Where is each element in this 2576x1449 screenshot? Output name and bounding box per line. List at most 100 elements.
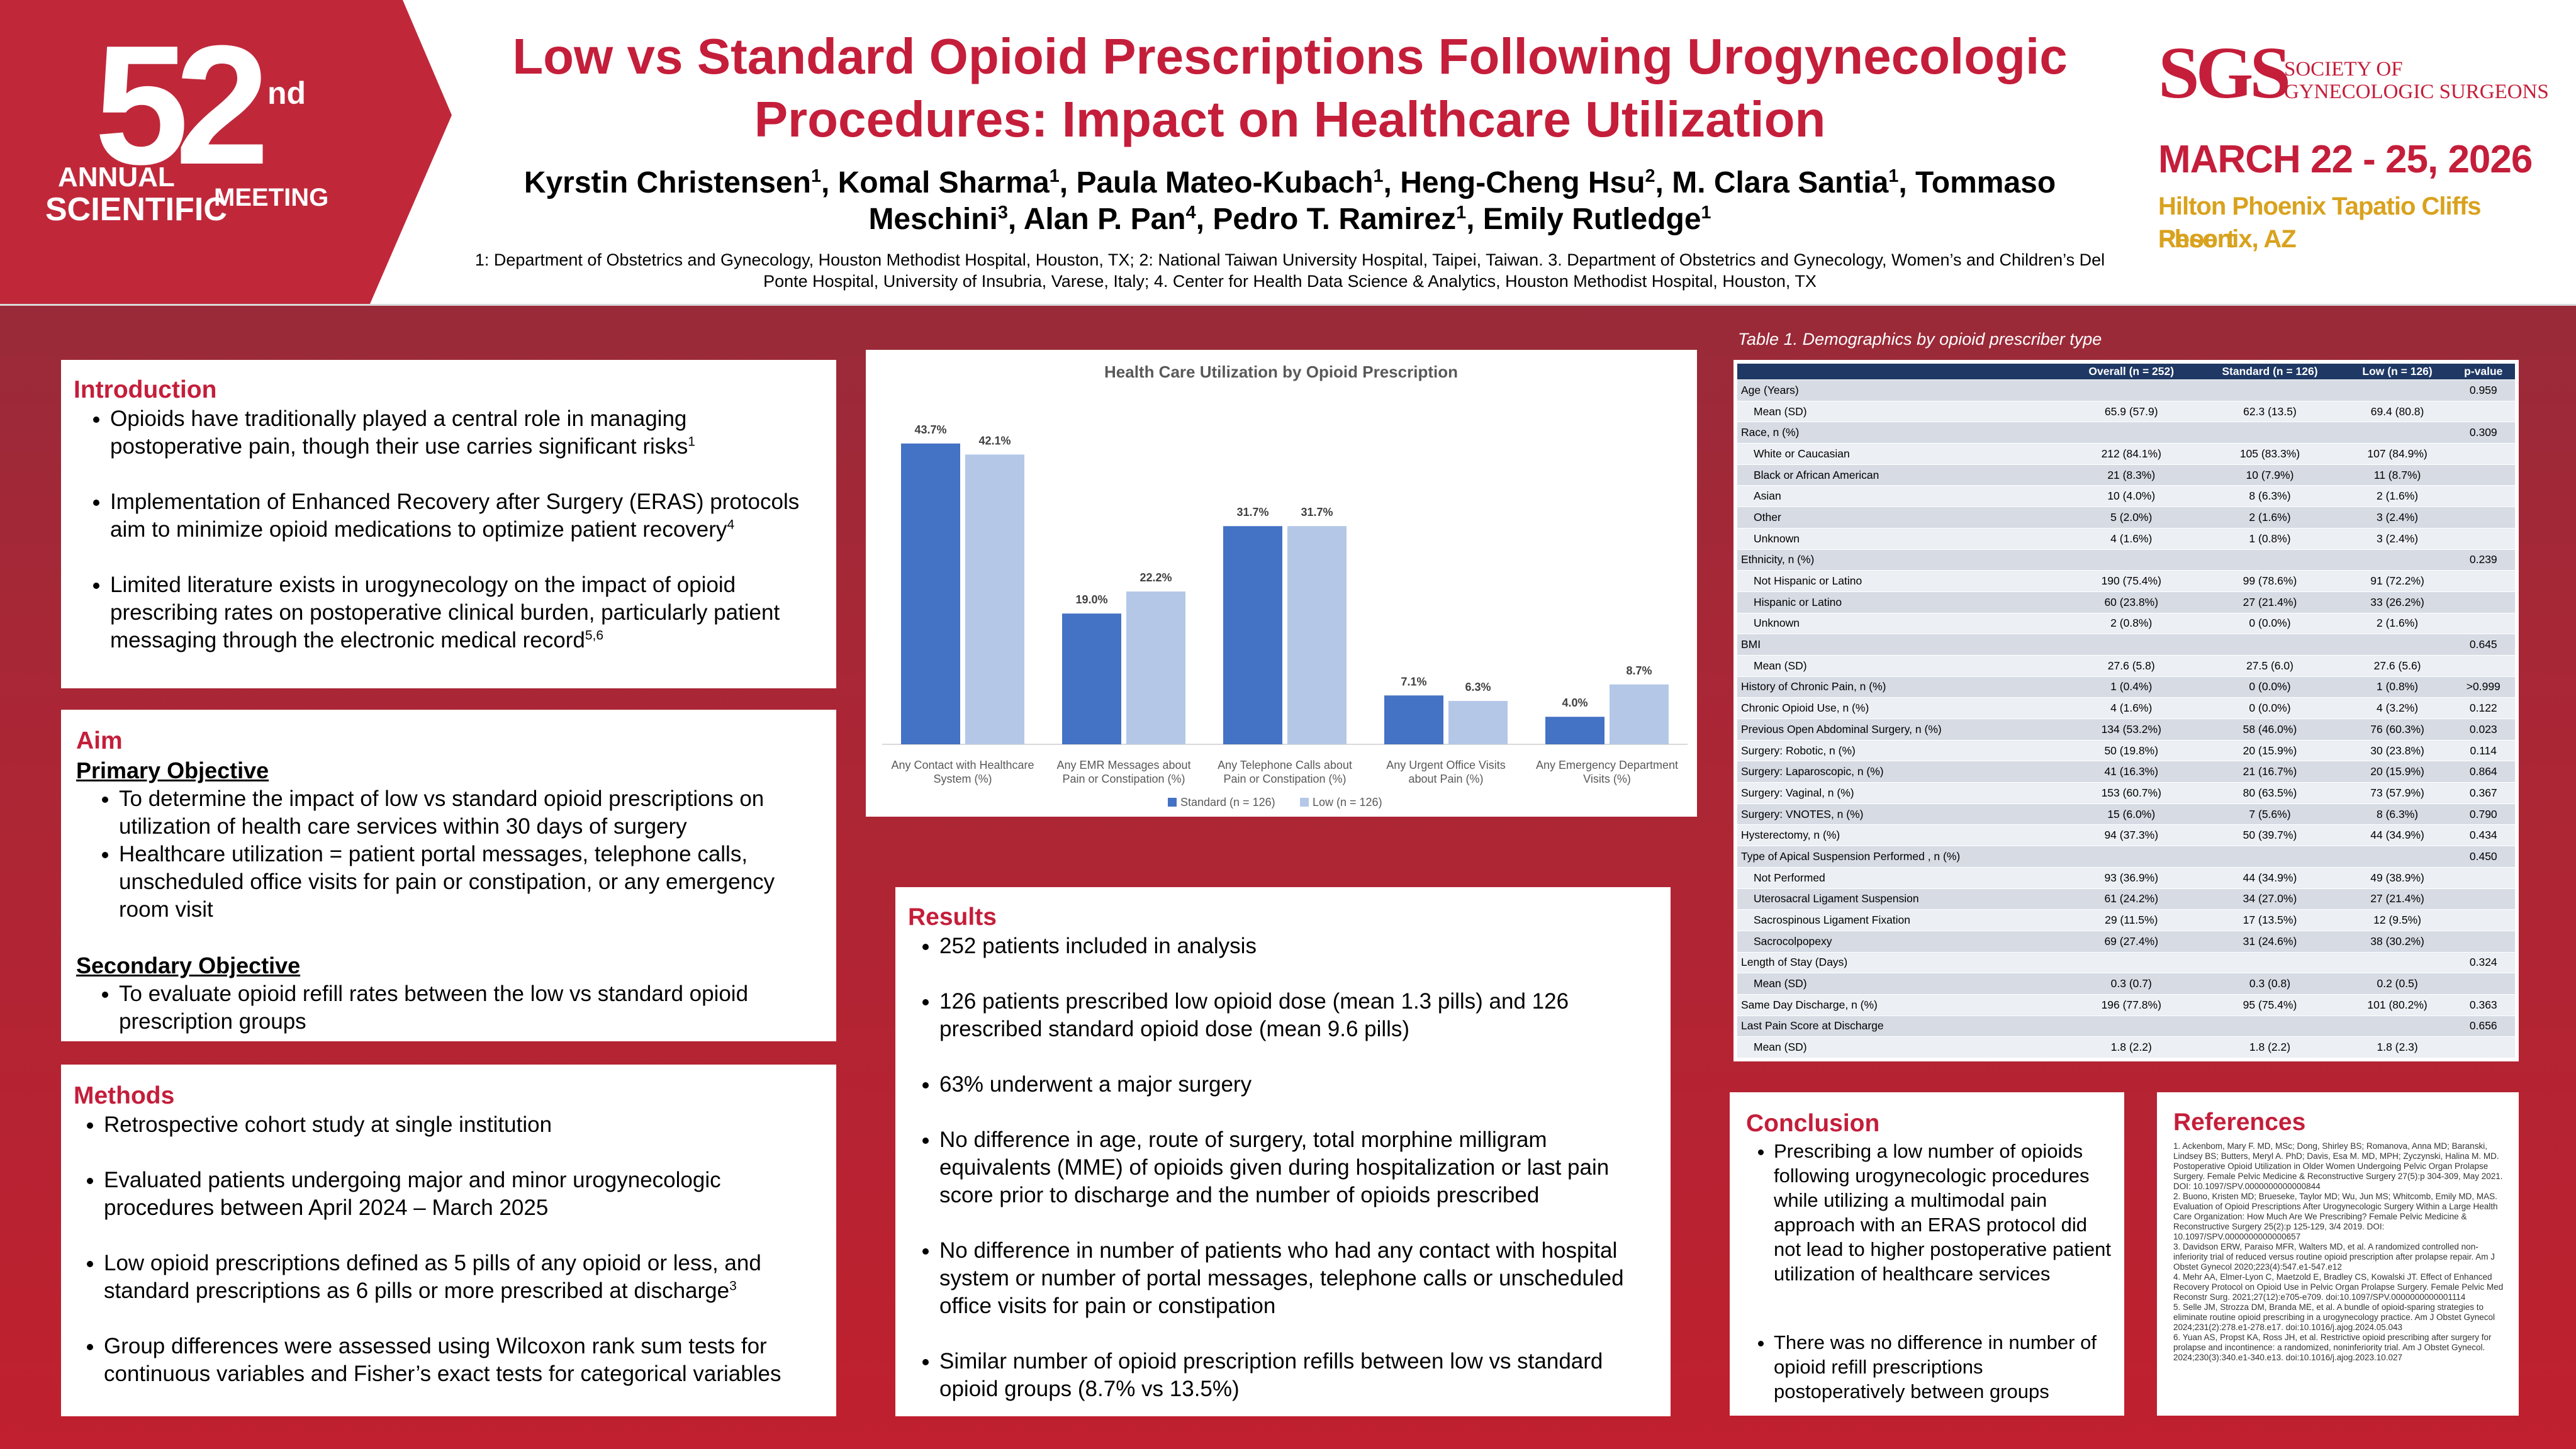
cell: 69 (27.4%)	[2066, 930, 2197, 953]
authors: Kyrstin Christensen1, Komal Sharma1, Pau…	[466, 165, 2114, 238]
text: Healthcare utilization = patient portal …	[119, 842, 775, 922]
text: Low opioid prescriptions defined as 5 pi…	[104, 1251, 761, 1303]
bullet: Limited literature exists in urogynecolo…	[110, 571, 824, 654]
row-label: Mean (SD)	[1737, 654, 2066, 677]
row-label: Black or African American	[1737, 464, 2066, 486]
cell: 0.3 (0.8)	[2197, 973, 2343, 995]
superscript: 1	[688, 434, 695, 449]
cell	[2451, 1036, 2515, 1058]
cell	[2066, 846, 2197, 868]
row-label: Not Performed	[1737, 866, 2066, 888]
bullet: No difference in number of patients who …	[939, 1237, 1658, 1320]
cell: 1 (0.8%)	[2197, 527, 2343, 549]
cell: 65.9 (57.9)	[2066, 400, 2197, 422]
cell: 1 (0.8%)	[2343, 676, 2452, 698]
cell	[2451, 888, 2515, 910]
section-heading: Aim	[76, 727, 123, 754]
bar	[965, 454, 1024, 744]
row-label: Other	[1737, 506, 2066, 529]
results-panel: Results 252 patients included in analysi…	[895, 887, 1671, 1416]
bar	[1126, 591, 1185, 744]
table-row: Age (Years) 0.959	[1737, 379, 2515, 401]
bar	[1062, 613, 1121, 744]
row-label: Asian	[1737, 485, 2066, 507]
cell	[2451, 973, 2515, 995]
affiliations: 1: Department of Obstetrics and Gynecolo…	[474, 250, 2105, 291]
p-value: >0.999	[2451, 676, 2515, 698]
header-cell: p-value	[2451, 364, 2515, 380]
superscript: 1	[810, 166, 821, 186]
table-row: Mean (SD) 27.6 (5.8) 27.5 (6.0) 27.6 (5.6)	[1737, 654, 2515, 677]
logo-suffix: nd	[267, 76, 306, 111]
text: To evaluate opioid refill rates between …	[119, 982, 749, 1034]
superscript: 1	[1888, 166, 1899, 186]
logo-number: 52	[94, 11, 266, 200]
cell	[2197, 549, 2343, 571]
x-tick-label: Any Contact with Healthcare System (%)	[891, 759, 1034, 785]
bullet-list: To evaluate opioid refill rates between …	[76, 980, 824, 1036]
header: 52 nd ANNUAL SCIENTIFIC MEETING Low vs S…	[0, 0, 2576, 306]
text: Implementation of Enhanced Recovery afte…	[110, 490, 800, 542]
text: , Heng-Cheng Hsu	[1383, 166, 1645, 199]
table-row: Other 5 (2.0%) 2 (1.6%) 3 (2.4%)	[1737, 506, 2515, 529]
row-label: Mean (SD)	[1737, 973, 2066, 995]
logo-line: MEETING	[214, 184, 328, 211]
reference: 4. Mehr AA, Elmer-Lyon C, Maetzold E, Br…	[2173, 1272, 2504, 1302]
references-panel: References 1. Ackenbom, Mary F. MD, MSc;…	[2157, 1092, 2519, 1416]
p-value: 0.023	[2451, 719, 2515, 741]
data-label: 31.7%	[1236, 506, 1268, 518]
data-label: 31.7%	[1301, 506, 1333, 518]
p-value: 0.363	[2451, 993, 2515, 1016]
society-logo: SGS SOCIETY OF GYNECOLOGIC SURGEONS MARC…	[2158, 31, 2561, 296]
cell: 34 (27.0%)	[2197, 888, 2343, 910]
cell	[2451, 485, 2515, 507]
row-label: Unknown	[1737, 527, 2066, 549]
superscript: 3	[997, 203, 1008, 223]
table-row: Sacrocolpopexy 69 (27.4%) 31 (24.6%) 38 (30…	[1737, 930, 2515, 953]
cell: 69.4 (80.8)	[2343, 400, 2452, 422]
cell: 0 (0.0%)	[2197, 612, 2343, 634]
cell: 1 (0.4%)	[2066, 676, 2197, 698]
cell: 1.8 (2.2)	[2066, 1036, 2197, 1058]
row-label: Hysterectomy, n (%)	[1737, 824, 2066, 846]
cell	[2343, 951, 2452, 973]
cell: 73 (57.9%)	[2343, 782, 2452, 804]
bar	[1545, 717, 1604, 744]
cell: 8 (6.3%)	[2343, 803, 2452, 825]
row-label: Unknown	[1737, 612, 2066, 634]
text: , Pedro T. Ramirez	[1196, 203, 1457, 236]
bullet: Group differences were assessed using Wi…	[104, 1333, 824, 1388]
cell: 44 (34.9%)	[2197, 866, 2343, 888]
cell: 27 (21.4%)	[2343, 888, 2452, 910]
cell: 105 (83.3%)	[2197, 443, 2343, 465]
cell: 4 (1.6%)	[2066, 527, 2197, 549]
cell	[2451, 909, 2515, 931]
bullet: To determine the impact of low vs standa…	[119, 785, 824, 841]
cell	[2197, 1015, 2343, 1037]
p-value: 0.367	[2451, 782, 2515, 804]
table-row: BMI 0.645	[1737, 634, 2515, 656]
table-panel: Overall (n = 252) Standard (n = 126) Low (…	[1733, 360, 2519, 1061]
legend-swatch	[1168, 798, 1177, 807]
cell	[2343, 846, 2452, 868]
cell: 190 (75.4%)	[2066, 570, 2197, 592]
p-value: 0.864	[2451, 761, 2515, 783]
row-label: Previous Open Abdominal Surgery, n (%)	[1737, 719, 2066, 741]
x-tick-label: Any EMR Messages about Pain or Constipat…	[1056, 759, 1191, 785]
cell: 196 (77.8%)	[2066, 993, 2197, 1016]
superscript: 3	[729, 1278, 737, 1294]
logo-line: ANNUAL	[58, 162, 175, 193]
meeting-logo: 52 nd ANNUAL SCIENTIFIC MEETING	[0, 0, 452, 304]
cell: 30 (23.8%)	[2343, 739, 2452, 761]
cell: 0 (0.0%)	[2197, 676, 2343, 698]
cell: 41 (16.3%)	[2066, 761, 2197, 783]
cell	[2451, 464, 2515, 486]
data-label: 8.7%	[1626, 664, 1652, 677]
society-name: GYNECOLOGIC SURGEONS	[2284, 81, 2549, 103]
meeting-venue: Hilton Phoenix Tapatio Cliffs Resort	[2158, 193, 2481, 253]
header-cell: Standard (n = 126)	[2197, 364, 2343, 380]
cell: 0 (0.0%)	[2197, 697, 2343, 719]
cell: 21 (16.7%)	[2197, 761, 2343, 783]
superscript: 4	[727, 517, 735, 532]
text: To determine the impact of low vs standa…	[119, 786, 764, 839]
